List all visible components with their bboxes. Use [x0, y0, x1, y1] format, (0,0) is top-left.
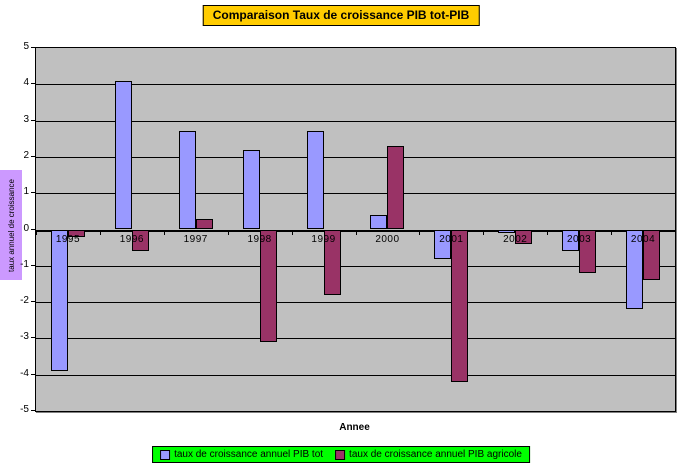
x-tick-mark — [291, 229, 293, 235]
x-category-label: 1995 — [55, 233, 81, 245]
bar-pib-tot — [370, 214, 388, 230]
x-category-label: 2004 — [630, 233, 656, 245]
x-tick-mark — [99, 229, 101, 235]
bar-pib-tot — [306, 131, 324, 230]
y-tick-mark — [31, 337, 35, 339]
y-tick-mark — [31, 47, 35, 48]
bar-pib-tot — [626, 229, 644, 310]
y-tick-mark — [31, 119, 35, 121]
x-category-label: 2003 — [567, 233, 592, 245]
y-tick-mark — [31, 301, 35, 303]
x-category-label: 2000 — [375, 233, 400, 245]
pib-agricole-swatch — [335, 449, 346, 460]
bar-pib-tot — [50, 229, 68, 372]
x-tick-mark — [355, 229, 357, 235]
y-tick-label: -5 — [20, 404, 29, 415]
y-tick-label: -2 — [20, 295, 29, 307]
gridline — [36, 84, 675, 86]
y-tick-label: 3 — [23, 113, 29, 125]
x-tick-mark — [419, 229, 421, 235]
x-category-label: 1996 — [119, 233, 144, 245]
bar-pib-tot — [114, 80, 132, 230]
bar-pib-agricole — [67, 229, 85, 237]
bar-pib-tot — [242, 149, 260, 230]
bar-pib-agricole — [515, 229, 533, 245]
plot-area: 1995 1996 1997 1998 1999 2000 2001 2002 2003 2004 — [35, 47, 676, 412]
x-tick-mark — [36, 229, 37, 235]
y-tick-mark — [31, 83, 35, 85]
bar-pib-tot — [178, 131, 196, 230]
bar-pib-tot — [434, 229, 452, 259]
y-tick-label: 0 — [23, 222, 29, 234]
legend-entry-pib-tot: taux de croissance annuel PIB tot — [160, 449, 323, 460]
y-tick-mark — [31, 192, 35, 194]
bar-pib-agricole — [323, 229, 341, 295]
bar-pib-agricole — [195, 218, 213, 230]
x-tick-mark — [163, 229, 165, 235]
y-tick-label: 4 — [23, 77, 29, 89]
pib-tot-swatch — [160, 449, 171, 460]
bar-pib-tot — [498, 229, 516, 234]
y-tick-mark — [31, 228, 35, 230]
gridline — [36, 265, 675, 267]
gridline — [36, 374, 675, 376]
chart-title: Comparaison Taux de croissance PIB tot-P… — [202, 5, 480, 26]
x-category-label: 1999 — [311, 233, 336, 245]
legend-label-pib-agricole: taux de croissance annuel PIB agricole — [349, 449, 522, 460]
gridline — [36, 156, 675, 158]
y-tick-mark — [31, 155, 35, 157]
gridline — [36, 338, 675, 340]
y-axis-title-box: taux annuel de croissance — [0, 170, 22, 280]
x-tick-mark — [611, 229, 613, 235]
x-category-label: 1997 — [183, 233, 208, 245]
legend-entry-pib-agricole: taux de croissance annuel PIB agricole — [335, 449, 522, 460]
gridline — [36, 120, 675, 122]
gridline — [36, 302, 675, 304]
x-category-label: 1998 — [247, 233, 272, 245]
y-tick-label: 5 — [23, 41, 29, 52]
legend: taux de croissance annuel PIB tot taux d… — [152, 446, 530, 463]
y-tick-label: 1 — [23, 186, 29, 198]
bar-pib-agricole — [131, 229, 149, 252]
gridline — [36, 193, 675, 195]
y-tick-label: -1 — [20, 258, 29, 270]
y-tick-mark — [31, 264, 35, 266]
y-tick-mark — [31, 410, 35, 411]
legend-label-pib-tot: taux de croissance annuel PIB tot — [174, 449, 324, 460]
bar-pib-agricole — [579, 229, 597, 274]
bar-pib-tot — [562, 229, 580, 252]
x-tick-mark — [675, 229, 676, 235]
y-tick-mark — [31, 373, 35, 375]
x-tick-mark — [227, 229, 229, 235]
x-category-label: 2002 — [503, 233, 528, 245]
y-tick-label: -3 — [20, 331, 29, 343]
x-tick-mark — [547, 229, 549, 235]
x-axis-title: Annee — [339, 422, 370, 433]
y-tick-label: -4 — [20, 367, 29, 379]
bar-pib-agricole — [643, 229, 661, 281]
bar-pib-agricole — [387, 146, 405, 230]
x-tick-mark — [483, 229, 485, 235]
bar-pib-agricole — [451, 229, 469, 382]
bar-pib-agricole — [259, 229, 277, 343]
x-category-label: 2001 — [439, 233, 464, 245]
y-tick-label: 2 — [23, 149, 29, 161]
